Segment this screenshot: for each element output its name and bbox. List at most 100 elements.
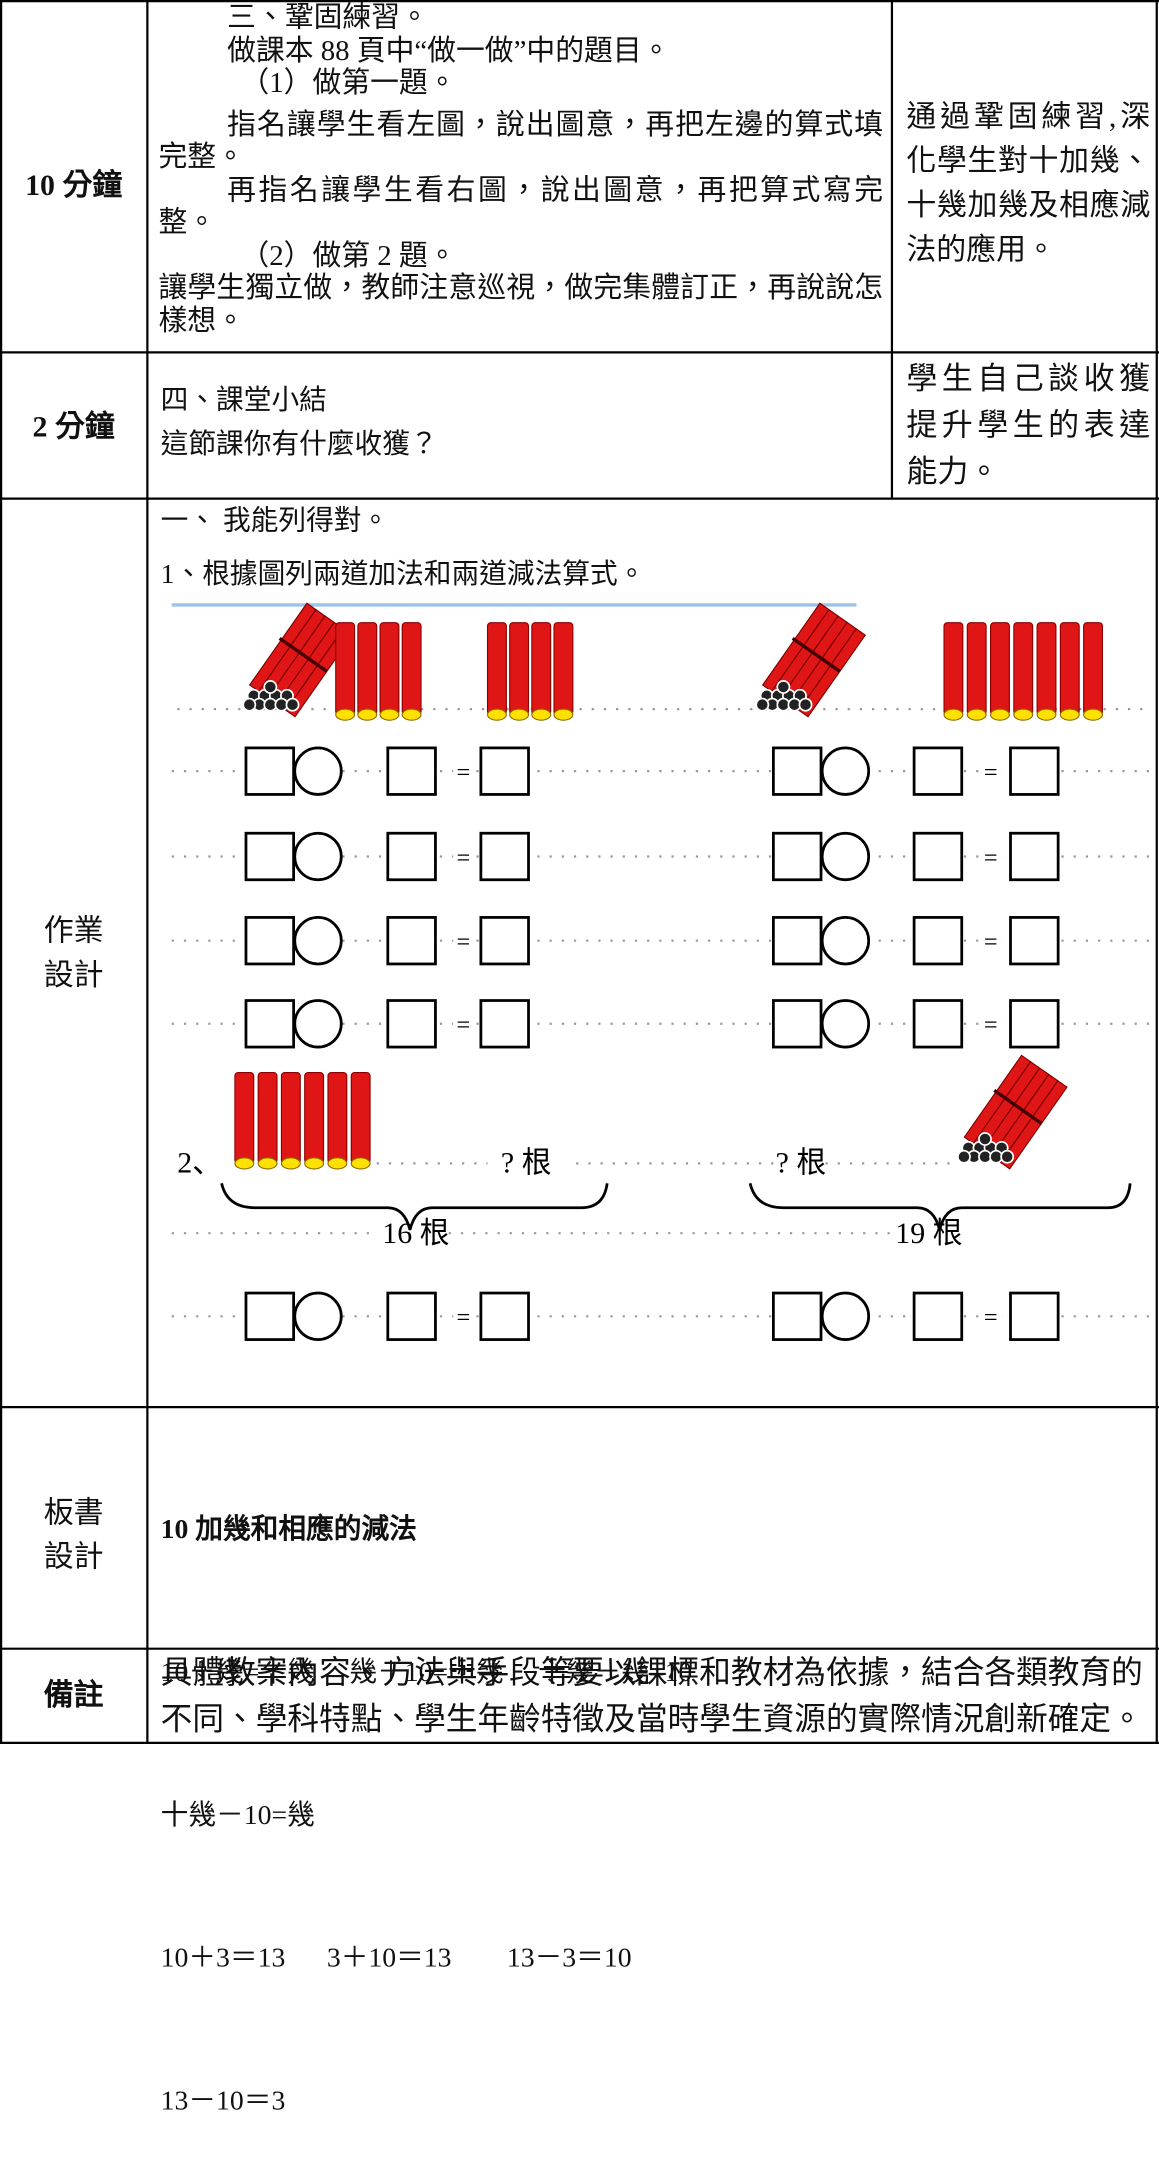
stick (401, 622, 422, 721)
paragraph: （2）做第 2 題。 (240, 238, 457, 271)
answer-box (244, 999, 296, 1049)
operator-circle (820, 746, 871, 796)
row-label: 板書 設計 (0, 1490, 147, 1579)
stick-body (553, 622, 574, 716)
label-line: 設計 (43, 1540, 104, 1574)
stick-end (943, 708, 964, 721)
stick-body (327, 1071, 348, 1164)
answer-box (1009, 831, 1060, 882)
stick (943, 622, 964, 721)
document: = = = = = = = = = = 2、 ? 根 ? 根 16 根 19 根 10 分鐘 三、鞏固練習。… (0, 0, 1159, 2116)
answer-box (912, 831, 964, 882)
gap (980, 1300, 1003, 1332)
stick-body (304, 1071, 325, 1164)
answer-box (386, 831, 437, 882)
board-content: 10 加幾和相應的減法 10＋幾=十幾 幾＋10=十幾 十幾－幾=10 十幾－1… (161, 1410, 1147, 2172)
answer-box (1009, 916, 1060, 966)
purpose: 學生自己談收獲提升學生的表達能力。 (906, 362, 1151, 490)
stick-body (257, 1071, 278, 1164)
stick (1059, 622, 1080, 721)
note-content: 具體教案內容、方法與手段等要以課標和教材為依據，結合各類教育的 不同、學科特點、… (161, 1651, 1158, 1744)
stick (1036, 622, 1057, 721)
answer-box (771, 831, 823, 882)
stick (509, 622, 530, 721)
answer-box (479, 746, 530, 796)
content: 三、鞏固練習。 做課本 88 頁中“做一做”中的題目。 （1）做第一題。 指名讓… (158, 1, 883, 337)
stick (553, 622, 574, 721)
stick-body (989, 622, 1010, 716)
answer-box (1009, 1291, 1060, 1341)
answer-box (479, 831, 530, 882)
stick-end (263, 680, 278, 694)
answer-box (244, 916, 296, 966)
stick (966, 622, 987, 721)
stick-end (989, 708, 1010, 721)
gap (453, 1300, 476, 1332)
gap (453, 1008, 476, 1040)
paragraph: 一、 我能列得對。 (160, 506, 390, 537)
stick (280, 1071, 301, 1170)
bundle-tie (993, 1089, 1043, 1125)
bundle-ends (957, 1132, 1015, 1164)
operator-circle (293, 1291, 343, 1341)
bundle-ends (242, 680, 300, 712)
operator-circle (820, 1291, 871, 1341)
board-title: 10 加幾和相應的減法 (160, 1514, 417, 1545)
stick (335, 622, 356, 721)
label-line: 作業 (43, 914, 104, 948)
stick-end (957, 1149, 971, 1164)
paragraph: 做課本 88 頁中“做一做”中的題目。 (227, 33, 671, 66)
paragraph: 讓學生獨立做，教師注意巡視，做完集體訂正，再說說怎樣想。 (158, 271, 884, 337)
paragraph: 再指名讓學生看右圖，說出圖意，再把算式寫完整。 (158, 173, 884, 239)
stick-end (285, 697, 300, 712)
stick (379, 622, 400, 721)
stick-end (280, 1157, 301, 1170)
brace (220, 1182, 609, 1231)
answer-box (1009, 746, 1060, 796)
stick-end (798, 697, 813, 712)
stick-end (401, 708, 422, 721)
stick-end (335, 708, 356, 721)
stick (350, 1071, 371, 1170)
table-figure: = = = = = = = = = = 2、 ? 根 ? 根 16 根 19 根 (0, 0, 1159, 1744)
board-line: 13－10＝3 (160, 2086, 286, 2117)
answer-box (1009, 999, 1060, 1049)
stick-end (1083, 708, 1104, 721)
equals-sign: = (456, 929, 470, 956)
gap (980, 925, 1003, 957)
stick-body (280, 1071, 301, 1164)
stick-end (966, 708, 987, 721)
stick (234, 1071, 255, 1170)
answer-box (386, 999, 437, 1049)
answer-box (771, 999, 823, 1049)
stick-body (531, 622, 552, 716)
unknown-label: ? 根 (501, 1146, 552, 1179)
answer-box (479, 916, 530, 966)
stick (531, 622, 552, 721)
stick-body (509, 622, 530, 716)
stick-end (486, 708, 507, 721)
stick-end (242, 697, 257, 712)
gap (980, 1008, 1003, 1040)
equals-sign: = (456, 759, 470, 786)
board-line: 10＋幾=十幾 幾＋10=十幾 十幾－幾=10 (160, 1657, 693, 1688)
stick (327, 1071, 348, 1170)
equals-sign: = (456, 844, 470, 871)
answer-box (912, 1291, 964, 1341)
note-line: 不同、學科特點、學生年齡特徵及當時學生資源的實際情況創新確定。 (160, 1702, 1143, 1738)
operator-circle (820, 831, 871, 882)
time-label: 2 分鐘 (32, 409, 115, 444)
stick-body (486, 622, 507, 716)
total-label: 19 根 (895, 1217, 962, 1250)
row-label: 備註 (43, 1678, 104, 1712)
note-line: 具體教案內容、方法與手段等要以課標和教材為依據，結合各類教育的 (160, 1656, 1143, 1691)
operator-circle (293, 746, 343, 796)
stick-bundle (957, 1054, 1068, 1170)
answer-box (479, 999, 530, 1049)
board-line: 十幾－10=幾 (160, 1800, 315, 1831)
equals-sign: = (984, 1304, 998, 1331)
stick-body (234, 1071, 255, 1164)
content: 一、 我能列得對。 1、根據圖列兩道加法和兩道減法算式。 (161, 495, 881, 601)
unknown-label: ? 根 (776, 1146, 827, 1179)
bundle-tie (791, 636, 841, 673)
